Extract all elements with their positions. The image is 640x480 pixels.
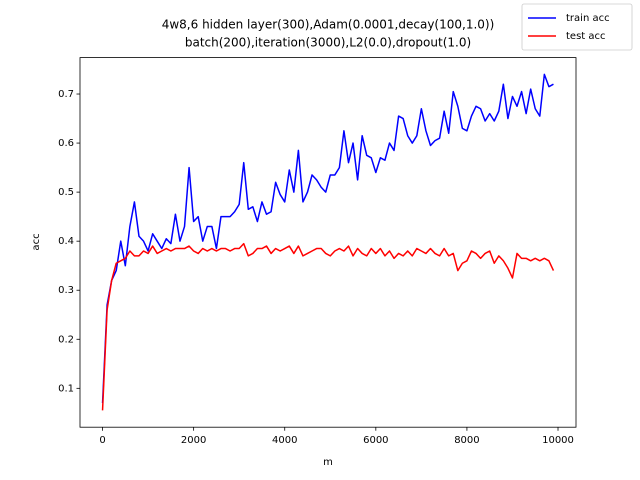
legend-label: train acc — [566, 13, 610, 24]
x-tick-label: 4000 — [272, 435, 297, 446]
y-tick-label: 0.6 — [58, 138, 74, 149]
y-tick-label: 0.1 — [58, 383, 74, 394]
x-tick-label: 2000 — [181, 435, 206, 446]
x-tick-label: 6000 — [363, 435, 388, 446]
x-axis-label: m — [323, 457, 333, 468]
legend-box — [521, 3, 633, 51]
y-axis-label: acc — [31, 233, 42, 250]
y-tick-label: 0.7 — [58, 89, 74, 100]
line — [101, 73, 554, 404]
y-tick-label: 0.5 — [58, 187, 74, 198]
y-tick-label: 0.4 — [58, 236, 74, 247]
legend-label: test acc — [566, 31, 606, 42]
chart-title: 4w8,6 hidden layer(300),Adam(0.0001,deca… — [162, 18, 495, 32]
axes-frame — [79, 57, 577, 428]
line — [101, 242, 555, 411]
x-tick-label: 8000 — [454, 435, 479, 446]
x-tick-label: 10000 — [542, 435, 574, 446]
chart-title: batch(200),iteration(3000),L2(0.0),dropo… — [185, 36, 471, 50]
x-tick-label: 0 — [99, 435, 105, 446]
y-tick-label: 0.3 — [58, 285, 74, 296]
y-tick-label: 0.2 — [58, 334, 74, 345]
